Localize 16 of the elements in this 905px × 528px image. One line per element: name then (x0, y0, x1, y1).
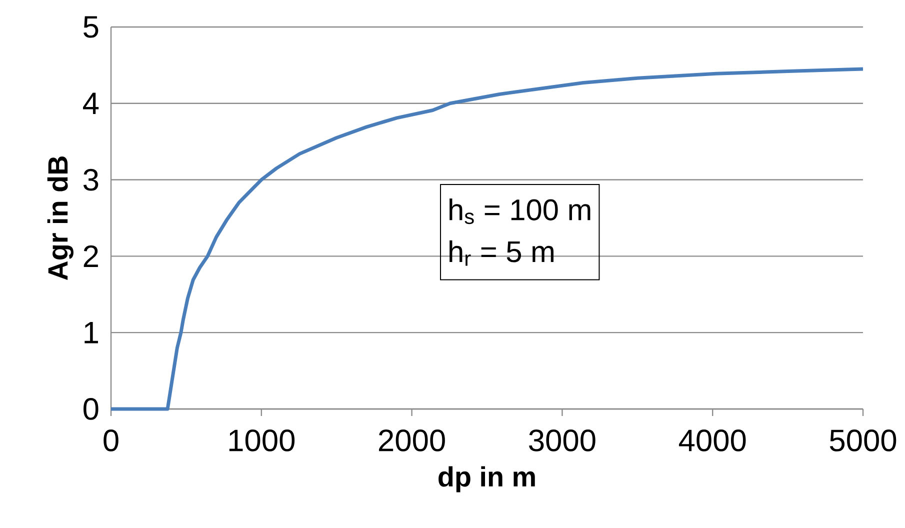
y-tick-label: 4 (83, 92, 99, 114)
annotation: h$_{r}$ = 5 m (450, 240, 554, 266)
x-tick-label: 5000 (830, 430, 896, 452)
y-tick-label: 2 (84, 245, 98, 267)
y-tick-label: 0 (84, 398, 98, 420)
x-tick-label: 4000 (678, 430, 746, 452)
y-tick-label: 3 (83, 168, 98, 191)
y-tick-label: 1 (84, 322, 98, 344)
x-tick-label: 2000 (379, 430, 445, 452)
y-tick-label: 5 (84, 16, 98, 38)
annotation: h$_{s}$ = 100 m (450, 198, 590, 224)
x-tick-label: 0 (104, 430, 118, 452)
x-tick-label: 1000 (229, 430, 295, 452)
x-axis-title: dp in m (438, 466, 535, 492)
x-tick-label: 3000 (529, 430, 596, 452)
y-axis-title: Agr in dB (47, 156, 74, 280)
